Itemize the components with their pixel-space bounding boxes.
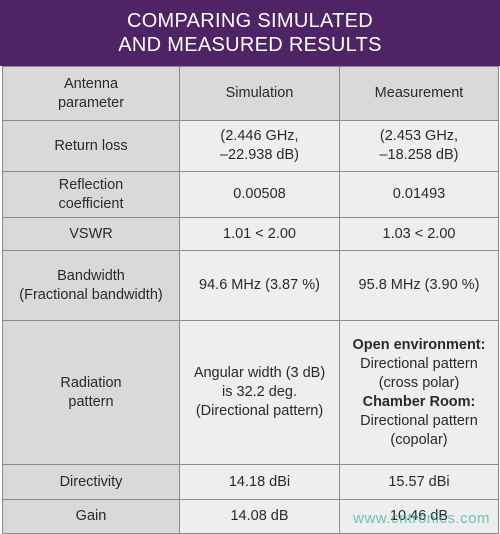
param-cell: Radiation pattern bbox=[2, 320, 180, 465]
comparison-table: Antenna parameter Simulation Measurement… bbox=[2, 66, 499, 534]
param-cell: Gain bbox=[2, 499, 180, 534]
title-line-2: AND MEASURED RESULTS bbox=[118, 34, 382, 56]
simulation-cell: 1.01 < 2.00 bbox=[179, 217, 340, 251]
simulation-cell: 0.00508 bbox=[179, 171, 340, 218]
measurement-cell: Open environment: Directional pattern (c… bbox=[339, 320, 499, 465]
simulation-cell: 94.6 MHz (3.87 %) bbox=[179, 250, 340, 321]
chamber-room-label: Chamber Room: bbox=[362, 393, 476, 410]
simulation-cell: 14.18 dBi bbox=[179, 464, 340, 500]
watermark-text: www.cntronics.com bbox=[353, 510, 490, 527]
measurement-cell: (2.453 GHz, –18.258 dB) bbox=[339, 120, 499, 172]
row-radiation-pattern: Radiation pattern Angular width (3 dB) i… bbox=[2, 320, 499, 465]
header-param-cell: Antenna parameter bbox=[2, 66, 180, 121]
row-bandwidth: Bandwidth (Fractional bandwidth) 94.6 MH… bbox=[2, 250, 499, 321]
simulation-cell: Angular width (3 dB) is 32.2 deg. (Direc… bbox=[179, 320, 340, 465]
row-gain: Gain 14.08 dB 10.46 dB bbox=[2, 499, 499, 534]
simulation-cell: 14.08 dB bbox=[179, 499, 340, 534]
title-banner: COMPARING SIMULATED AND MEASURED RESULTS bbox=[0, 0, 500, 66]
header-measurement-cell: Measurement bbox=[339, 66, 499, 121]
measurement-cell: 95.8 MHz (3.90 %) bbox=[339, 250, 499, 321]
header-row: Antenna parameter Simulation Measurement bbox=[2, 66, 499, 121]
row-directivity: Directivity 14.18 dBi 15.57 dBi bbox=[2, 464, 499, 500]
param-cell: Reflection coefficient bbox=[2, 171, 180, 218]
row-vswr: VSWR 1.01 < 2.00 1.03 < 2.00 bbox=[2, 217, 499, 251]
param-cell: VSWR bbox=[2, 217, 180, 251]
measurement-cell: 1.03 < 2.00 bbox=[339, 217, 499, 251]
header-simulation-cell: Simulation bbox=[179, 66, 340, 121]
param-cell: Directivity bbox=[2, 464, 180, 500]
open-environment-label: Open environment: bbox=[352, 336, 486, 353]
row-reflection-coefficient: Reflection coefficient 0.00508 0.01493 bbox=[2, 171, 499, 218]
title-line-1: COMPARING SIMULATED bbox=[126, 10, 374, 32]
param-cell: Return loss bbox=[2, 120, 180, 172]
param-cell: Bandwidth (Fractional bandwidth) bbox=[2, 250, 180, 321]
measurement-cell: 0.01493 bbox=[339, 171, 499, 218]
measurement-cell: 15.57 dBi bbox=[339, 464, 499, 500]
simulation-cell: (2.446 GHz, –22.938 dB) bbox=[179, 120, 340, 172]
row-return-loss: Return loss (2.446 GHz, –22.938 dB) (2.4… bbox=[2, 120, 499, 172]
